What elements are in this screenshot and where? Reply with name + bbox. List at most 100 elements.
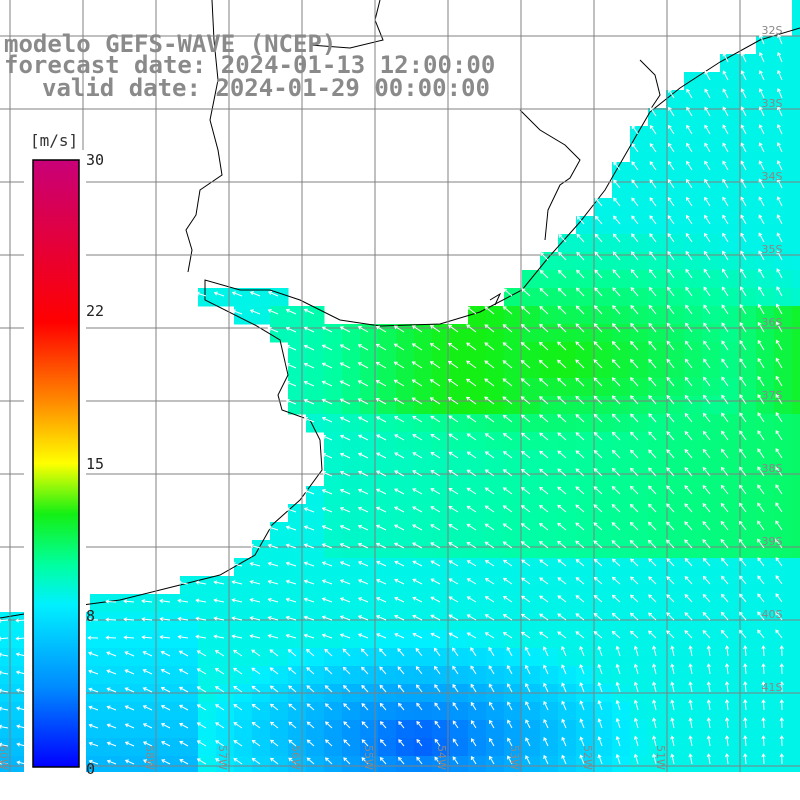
wind-arrow bbox=[740, 160, 747, 171]
wind-speed-cell bbox=[756, 90, 775, 109]
wind-arrow bbox=[761, 699, 766, 711]
wind-arrow bbox=[648, 322, 657, 333]
wind-arrow bbox=[648, 467, 657, 477]
wind-arrow bbox=[630, 322, 639, 333]
wind-arrow bbox=[652, 681, 657, 693]
wind-arrow bbox=[434, 684, 441, 693]
wind-speed-cell bbox=[792, 180, 800, 199]
wind-speed-cell bbox=[666, 360, 685, 379]
wind-arrow bbox=[269, 757, 279, 765]
wind-arrow bbox=[721, 358, 729, 369]
wind-arrow bbox=[612, 287, 621, 297]
wind-arrow bbox=[720, 611, 729, 621]
wind-arrow bbox=[502, 505, 513, 513]
wind-speed-cell bbox=[720, 342, 739, 361]
wind-arrow bbox=[630, 449, 639, 459]
wind-speed-cell bbox=[360, 504, 379, 523]
wind-arrow bbox=[394, 578, 405, 585]
wind-speed-cell bbox=[738, 576, 757, 595]
wind-arrow bbox=[321, 579, 333, 585]
wind-arrow bbox=[611, 377, 621, 387]
wind-speed-cell bbox=[576, 648, 595, 667]
wind-arrow bbox=[758, 88, 765, 99]
wind-arrow bbox=[466, 614, 477, 621]
wind-speed-cell bbox=[504, 486, 523, 505]
wind-arrow bbox=[593, 377, 603, 387]
wind-arrow bbox=[161, 759, 171, 765]
latitude-label: 34S bbox=[762, 170, 783, 183]
wind-speed-cell bbox=[468, 666, 487, 685]
wind-speed-cell bbox=[738, 90, 757, 109]
wind-arrow bbox=[668, 142, 675, 153]
wind-speed-cell bbox=[792, 522, 800, 541]
wind-arrow bbox=[597, 663, 603, 675]
wind-arrow bbox=[611, 467, 621, 477]
wind-speed-cell bbox=[792, 270, 800, 289]
wind-arrow bbox=[357, 506, 369, 513]
wind-speed-cell bbox=[126, 738, 145, 757]
wind-speed-cell bbox=[198, 738, 217, 757]
wind-speed-cell bbox=[306, 486, 325, 505]
wind-speed-cell bbox=[468, 756, 487, 775]
wind-arrow bbox=[434, 720, 441, 729]
wind-speed-cell bbox=[738, 450, 757, 469]
wind-speed-cell bbox=[594, 630, 613, 649]
wind-arrow bbox=[648, 395, 657, 405]
wind-speed-cell bbox=[288, 666, 307, 685]
wind-speed-cell bbox=[468, 468, 487, 487]
wind-arrow bbox=[470, 755, 477, 765]
wind-arrow bbox=[722, 214, 729, 225]
wind-speed-cell bbox=[720, 144, 739, 163]
wind-speed-cell bbox=[270, 738, 289, 757]
wind-speed-cell bbox=[756, 720, 775, 739]
wind-arrow bbox=[306, 703, 315, 711]
wind-speed-cell bbox=[684, 486, 703, 505]
latitude-label: 37S bbox=[762, 389, 783, 402]
wind-arrow bbox=[775, 321, 783, 333]
wind-arrow bbox=[343, 721, 351, 729]
wind-arrow bbox=[357, 362, 369, 369]
wind-arrow bbox=[739, 430, 747, 441]
wind-arrow bbox=[611, 612, 621, 621]
wind-speed-cell bbox=[774, 720, 793, 739]
wind-arrow bbox=[757, 611, 765, 621]
wind-arrow bbox=[398, 702, 405, 711]
wind-arrow bbox=[416, 738, 423, 747]
wind-speed-cell bbox=[486, 486, 505, 505]
wind-arrow bbox=[543, 754, 549, 765]
wind-speed-cell bbox=[702, 216, 721, 235]
wind-speed-cell bbox=[594, 594, 613, 613]
wind-arrow bbox=[612, 323, 621, 333]
wind-speed-cell bbox=[648, 306, 667, 325]
wind-arrow bbox=[631, 233, 639, 243]
wind-arrow bbox=[775, 412, 783, 423]
wind-arrow bbox=[484, 632, 495, 639]
wind-speed-cell bbox=[522, 486, 541, 505]
wind-arrow bbox=[757, 375, 765, 387]
wind-arrow bbox=[758, 52, 765, 63]
wind-arrow bbox=[142, 705, 153, 711]
wind-arrow bbox=[160, 704, 171, 711]
wind-arrow bbox=[357, 452, 369, 459]
wind-arrow bbox=[339, 344, 351, 351]
wind-arrow bbox=[721, 412, 729, 423]
wind-arrow bbox=[758, 286, 765, 297]
wind-arrow bbox=[575, 359, 585, 369]
wind-speed-cell bbox=[504, 576, 523, 595]
wind-speed-cell bbox=[612, 234, 631, 253]
wind-speed-cell bbox=[666, 108, 685, 127]
wind-arrow bbox=[231, 598, 243, 603]
wind-arrow bbox=[630, 304, 639, 315]
wind-arrow bbox=[231, 616, 243, 621]
wind-arrow bbox=[379, 756, 387, 765]
wind-arrow bbox=[670, 735, 675, 747]
wind-arrow bbox=[376, 488, 387, 495]
wind-speed-cell bbox=[396, 432, 415, 451]
wind-arrow bbox=[557, 450, 567, 459]
wind-arrow bbox=[357, 416, 369, 423]
wind-arrow bbox=[666, 558, 675, 567]
wind-speed-cell bbox=[108, 702, 127, 721]
wind-arrow bbox=[434, 738, 441, 747]
wind-speed-cell bbox=[666, 396, 685, 415]
wind-arrow bbox=[684, 412, 693, 423]
